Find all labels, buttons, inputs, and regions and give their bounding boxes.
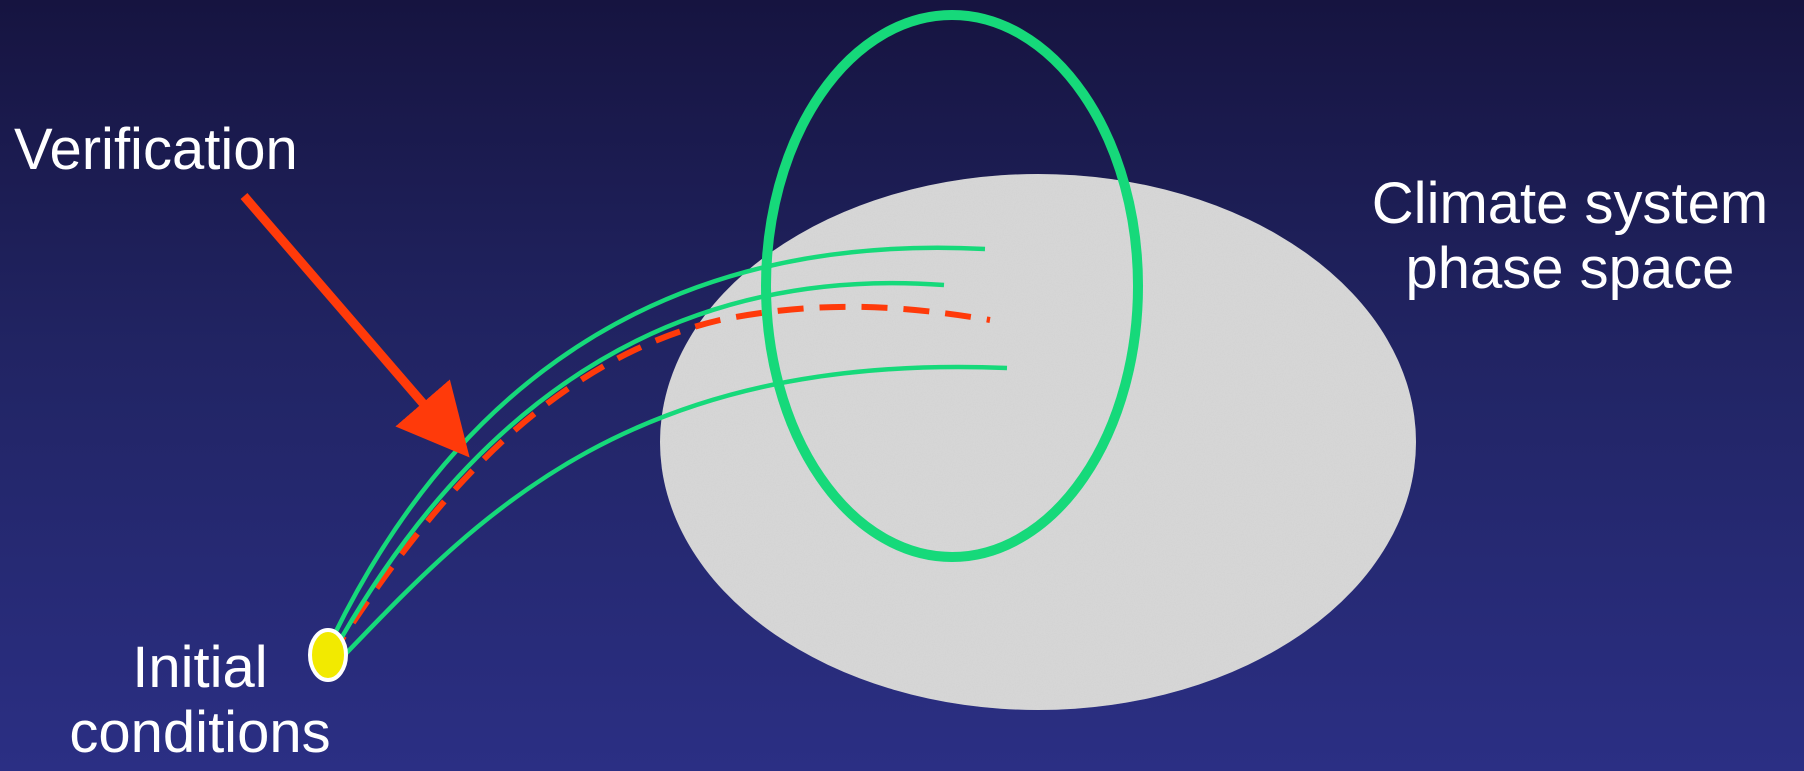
climate-label-line2: phase space — [1405, 235, 1735, 301]
phase-space-region — [660, 174, 1416, 710]
verification-region — [761, 10, 1143, 562]
verification-label: Verification — [14, 117, 298, 183]
verification-trajectory — [327, 303, 991, 660]
initial-conditions-label: Initial conditions — [30, 635, 370, 766]
forecast-trajectory — [323, 245, 986, 653]
verification-arrow — [240, 193, 470, 458]
verification-text: Verification — [14, 117, 298, 182]
forecast-trajectory — [328, 280, 945, 660]
climate-system-label: Climate system phase space — [1340, 171, 1800, 302]
climate-label-line1: Climate system — [1371, 171, 1769, 236]
initial-conditions-point — [308, 628, 348, 682]
forecast-trajectory — [332, 364, 1008, 668]
initial-label-line1: Initial — [132, 635, 268, 700]
initial-label-line2: conditions — [69, 699, 331, 765]
